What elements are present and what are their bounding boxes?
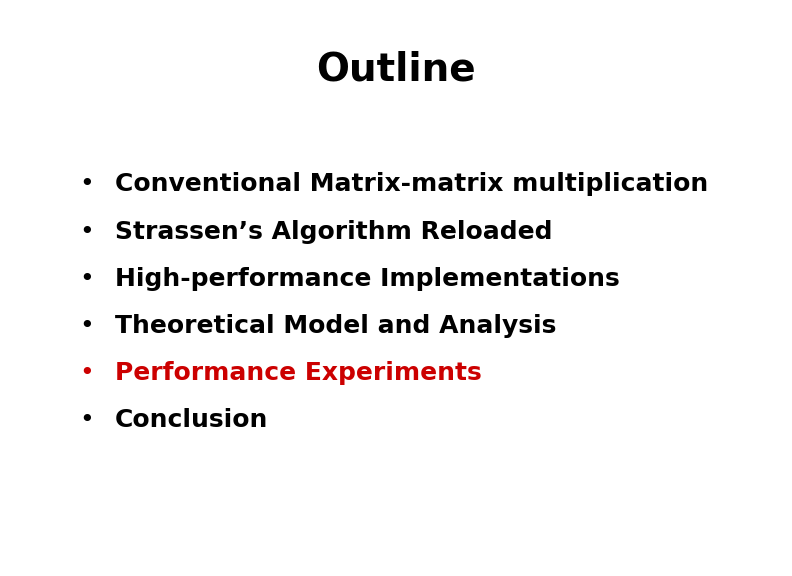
Text: •: • (79, 361, 94, 385)
Text: Conclusion: Conclusion (115, 408, 268, 433)
Text: Performance Experiments: Performance Experiments (115, 361, 482, 385)
Text: •: • (79, 267, 94, 291)
Text: •: • (79, 219, 94, 244)
Text: Outline: Outline (316, 50, 476, 88)
Text: Theoretical Model and Analysis: Theoretical Model and Analysis (115, 314, 556, 338)
Text: •: • (79, 408, 94, 433)
Text: Conventional Matrix-matrix multiplication: Conventional Matrix-matrix multiplicatio… (115, 172, 708, 196)
Text: •: • (79, 314, 94, 338)
Text: •: • (79, 172, 94, 196)
Text: High-performance Implementations: High-performance Implementations (115, 267, 619, 291)
Text: Strassen’s Algorithm Reloaded: Strassen’s Algorithm Reloaded (115, 219, 552, 244)
